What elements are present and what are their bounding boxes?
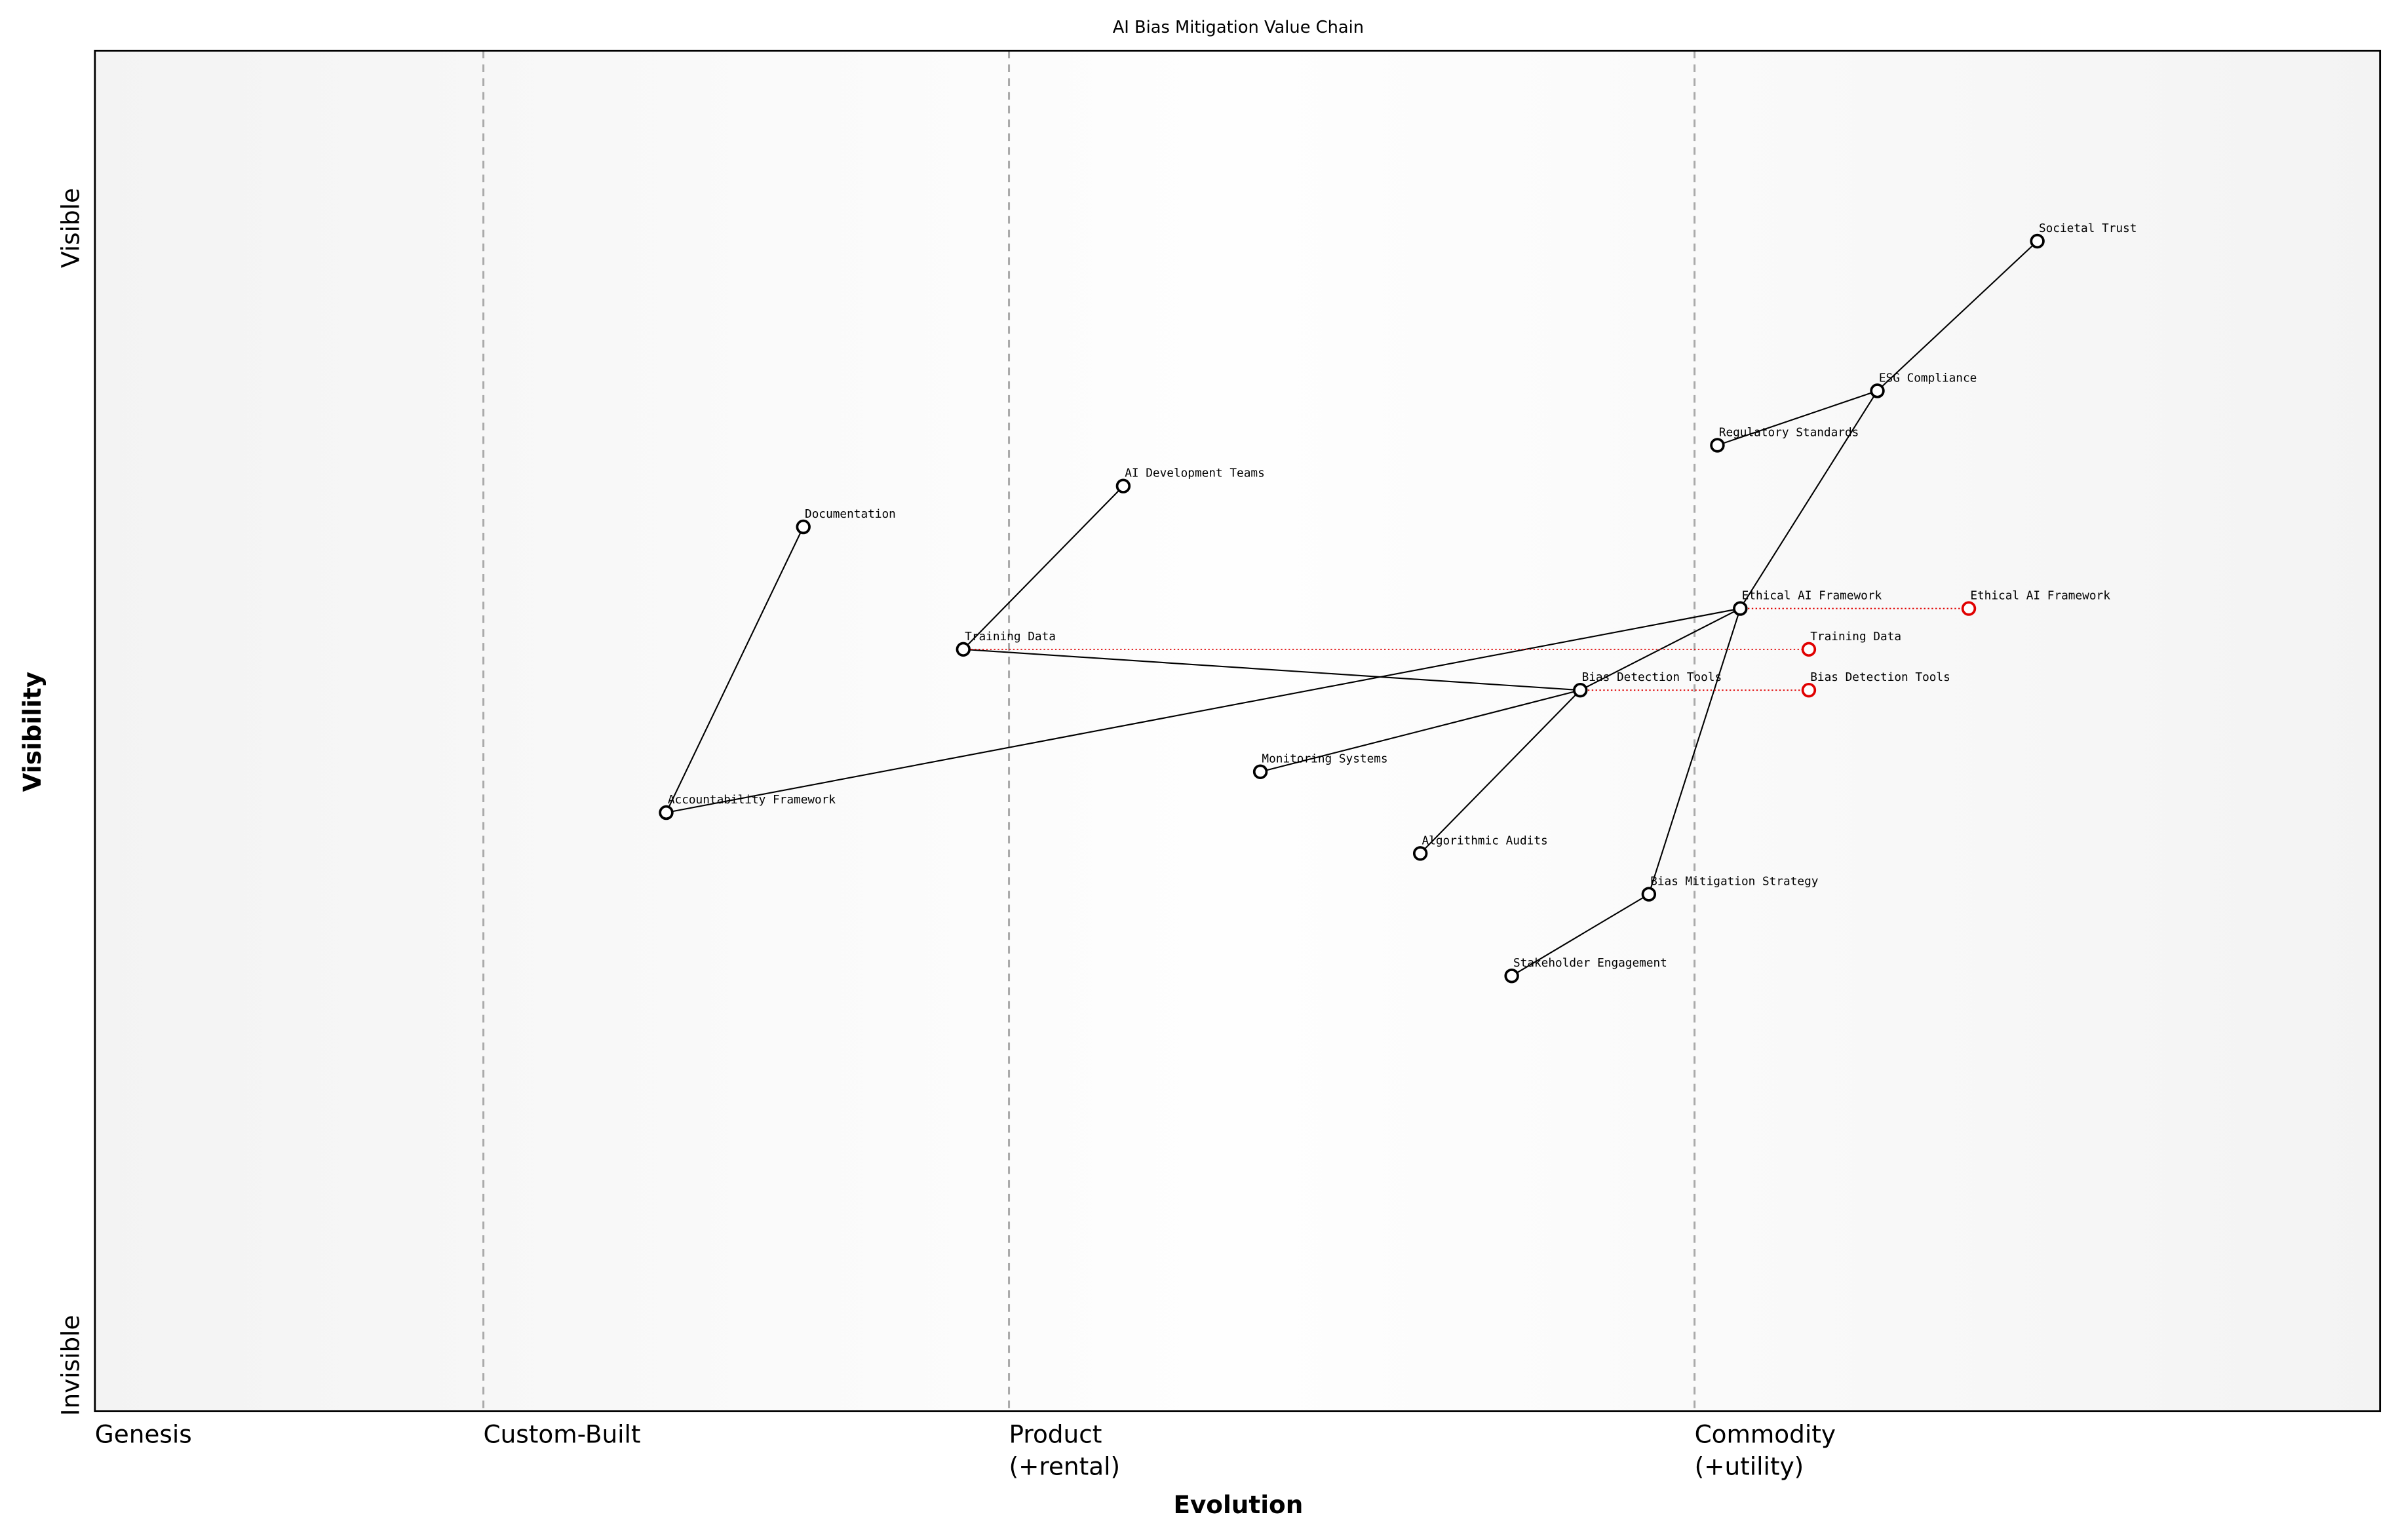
link bbox=[665, 526, 804, 813]
evolved-label: Bias Detection Tools bbox=[1810, 671, 1950, 684]
link bbox=[1739, 390, 1878, 609]
evolved-label: Ethical AI Framework bbox=[1970, 590, 2110, 603]
evolved-node bbox=[1801, 642, 1817, 657]
link bbox=[1511, 893, 1650, 977]
component-label: Bias Mitigation Strategy bbox=[1650, 876, 1818, 889]
component-node bbox=[956, 642, 971, 657]
stage-label: (+rental) bbox=[1009, 1452, 1121, 1480]
evolved-node bbox=[1801, 682, 1817, 698]
component-node bbox=[1412, 846, 1428, 861]
link bbox=[963, 485, 1124, 650]
component-node bbox=[1710, 438, 1725, 453]
component-label: Algorithmic Audits bbox=[1422, 834, 1548, 847]
plot-background bbox=[94, 50, 2380, 1412]
x-axis-label: Evolution bbox=[1173, 1490, 1303, 1519]
link bbox=[666, 607, 1741, 814]
link bbox=[963, 648, 1581, 691]
link bbox=[1648, 608, 1741, 895]
component-label: Accountability Framework bbox=[668, 794, 836, 807]
link bbox=[1717, 390, 1878, 446]
component-node bbox=[1504, 968, 1519, 984]
stage-label: (+utility) bbox=[1695, 1452, 1804, 1480]
y-top-label: Visible bbox=[56, 188, 85, 268]
stage-label: Genesis bbox=[95, 1419, 192, 1448]
component-node bbox=[1115, 478, 1131, 493]
component-node bbox=[1870, 383, 1885, 398]
y-bottom-label: Invisible bbox=[56, 1315, 85, 1415]
component-node bbox=[2030, 233, 2045, 249]
component-label: Training Data bbox=[965, 630, 1056, 644]
component-node bbox=[796, 519, 811, 535]
component-node bbox=[1733, 601, 1748, 616]
link bbox=[1420, 689, 1581, 855]
component-label: Societal Trust bbox=[2039, 222, 2137, 235]
component-label: Regulatory Standards bbox=[1719, 426, 1859, 439]
component-label: Documentation bbox=[805, 508, 896, 521]
stage-label: Custom-Built bbox=[484, 1419, 641, 1448]
y-axis-label: Visibility bbox=[18, 672, 47, 792]
component-node bbox=[1641, 887, 1657, 902]
plot-frame bbox=[94, 49, 2382, 1412]
plot-layer: Societal Trust ESG Compliance Regulatory S… bbox=[482, 50, 2137, 1412]
evolved-label: Training Data bbox=[1810, 630, 1901, 644]
chart-title: AI Bias Mitigation Value Chain bbox=[1113, 18, 1364, 37]
link bbox=[1876, 241, 2038, 392]
component-label: Ethical AI Framework bbox=[1742, 590, 1882, 603]
component-label: Monitoring Systems bbox=[1262, 753, 1387, 766]
component-label: AI Development Teams bbox=[1125, 467, 1265, 480]
stage-label: Product bbox=[1009, 1419, 1102, 1448]
component-label: ESG Compliance bbox=[1879, 372, 1977, 385]
component-label: Bias Detection Tools bbox=[1582, 671, 1722, 684]
component-node bbox=[1573, 682, 1588, 698]
evolved-node bbox=[1961, 601, 1977, 616]
component-label: Stakeholder Engagement bbox=[1513, 957, 1667, 970]
link bbox=[1260, 689, 1581, 773]
component-node bbox=[1252, 764, 1268, 779]
stage-label: Commodity bbox=[1695, 1419, 1836, 1448]
component-node bbox=[659, 805, 674, 820]
